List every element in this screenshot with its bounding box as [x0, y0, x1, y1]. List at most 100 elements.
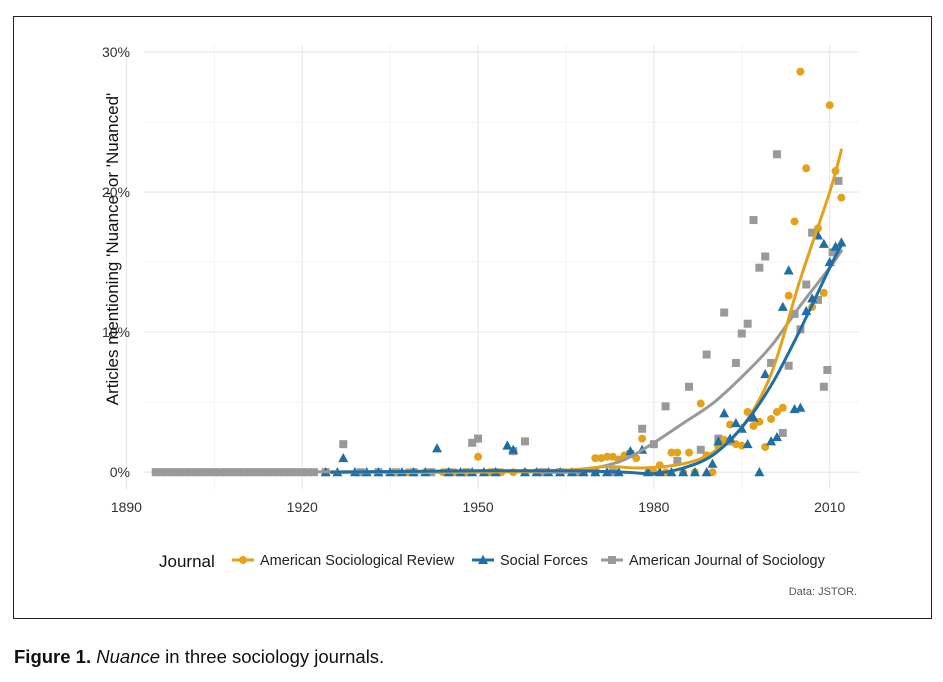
- grid: [125, 45, 859, 489]
- american-sociological-review-point: [749, 421, 758, 430]
- social-forces-point: [783, 265, 794, 275]
- y-tick-label: 0%: [110, 464, 130, 480]
- american-sociological-review-point: [825, 101, 834, 110]
- social-forces-point: [502, 440, 513, 450]
- figure-label: Figure 1.: [14, 646, 92, 667]
- american-journal-of-sociology-point: [474, 434, 483, 443]
- legend-marker: [608, 556, 616, 564]
- social-forces-point: [748, 412, 759, 422]
- legend-label: American Journal of Sociology: [629, 553, 826, 569]
- american-journal-of-sociology-point: [468, 438, 477, 447]
- x-tick-label: 1920: [287, 499, 318, 515]
- american-journal-of-sociology-point: [834, 176, 843, 185]
- y-axis-label: Articles mentioning 'Nuance' or 'Nuanced…: [103, 93, 122, 406]
- social-forces-point: [725, 433, 736, 443]
- american-journal-of-sociology-point: [743, 319, 752, 328]
- figure-caption: Figure 1. Nuance in three sociology jour…: [14, 646, 384, 668]
- x-tick-label: 1890: [111, 499, 142, 515]
- american-sociological-review-point: [778, 403, 787, 412]
- x-tick-label: 2010: [814, 499, 845, 515]
- american-journal-of-sociology-point: [823, 365, 832, 374]
- american-sociological-review-point: [767, 414, 776, 423]
- american-sociological-review-point: [796, 67, 805, 76]
- social-forces-point: [818, 238, 829, 248]
- legend-marker: [478, 554, 488, 564]
- american-sociological-review-point: [837, 193, 846, 202]
- american-sociological-review-point: [591, 454, 600, 463]
- legend-label: American Sociological Review: [260, 553, 455, 569]
- american-sociological-review-point: [667, 448, 676, 457]
- y-tick-label: 20%: [102, 184, 130, 200]
- social-forces-point: [730, 417, 741, 428]
- legend-items: American Sociological Review Social Force…: [232, 553, 826, 569]
- american-journal-of-sociology-point: [819, 382, 828, 391]
- caption-italic: Nuance: [96, 646, 161, 667]
- american-journal-of-sociology-point: [802, 280, 811, 289]
- american-sociological-review-point: [474, 452, 483, 461]
- american-sociological-review-point: [673, 448, 682, 457]
- y-axis-ticks: 0% 10% 20% 30%: [102, 44, 130, 480]
- social-forces-point: [836, 237, 847, 247]
- american-sociological-review-point: [772, 407, 781, 416]
- american-journal-of-sociology-point: [685, 382, 694, 391]
- american-journal-of-sociology-point: [749, 216, 758, 225]
- social-forces-point: [432, 443, 443, 453]
- american-sociological-review-point: [602, 452, 611, 461]
- trend-lines: [154, 148, 843, 476]
- american-journal-of-sociology-point: [784, 361, 793, 370]
- american-sociological-review-point: [685, 448, 694, 457]
- american-sociological-review-point: [638, 434, 647, 443]
- legend-label: Social Forces: [500, 553, 588, 569]
- social-forces-point: [707, 458, 718, 468]
- caption-text: in three sociology journals.: [160, 646, 385, 667]
- american-journal-of-sociology-point: [813, 295, 822, 304]
- social-forces-point: [754, 466, 765, 477]
- american-journal-of-sociology-point: [778, 428, 787, 437]
- social-forces-point: [777, 301, 788, 311]
- american-sociological-review-point: [819, 288, 828, 297]
- legend-item-american-sociological-review: American Sociological Review: [232, 553, 455, 569]
- legend-item-social-forces: Social Forces: [472, 553, 588, 569]
- social-forces-point: [719, 408, 730, 418]
- american-journal-of-sociology-point: [737, 329, 746, 338]
- american-journal-of-sociology-point: [828, 248, 837, 257]
- american-sociological-review-trend-line: [330, 148, 843, 474]
- american-journal-of-sociology-point: [661, 402, 670, 411]
- social-forces-point: [766, 436, 777, 446]
- social-forces-point: [713, 436, 724, 446]
- american-journal-of-sociology-point: [702, 350, 711, 359]
- legend-marker: [239, 556, 247, 564]
- american-sociological-review-point: [790, 217, 799, 226]
- x-tick-label: 1980: [638, 499, 669, 515]
- american-journal-of-sociology-point: [638, 424, 647, 433]
- american-journal-of-sociology-point: [731, 358, 740, 367]
- american-journal-of-sociology-point: [720, 308, 729, 317]
- american-journal-of-sociology-point: [808, 228, 817, 237]
- american-journal-of-sociology-point: [755, 263, 764, 272]
- american-journal-of-sociology-point: [339, 440, 348, 449]
- y-tick-label: 30%: [102, 44, 130, 60]
- social-forces-point: [338, 452, 349, 463]
- american-sociological-review-point: [784, 291, 793, 300]
- social-forces-point: [760, 368, 771, 379]
- american-journal-of-sociology-point: [761, 252, 770, 261]
- american-journal-of-sociology-point: [772, 150, 781, 159]
- social-forces-point: [771, 431, 782, 442]
- social-forces-trend-line: [330, 243, 843, 476]
- source-note: Data: JSTOR.: [789, 586, 857, 598]
- social-forces-point: [701, 466, 712, 477]
- american-journal-of-sociology-point: [520, 437, 529, 446]
- y-tick-label: 10%: [102, 324, 130, 340]
- american-journal-of-sociology-point: [673, 456, 682, 465]
- social-forces-point: [689, 466, 700, 477]
- social-forces-point: [508, 444, 519, 454]
- legend: Journal American Sociological Review Soci…: [159, 552, 826, 571]
- legend-title: Journal: [159, 552, 215, 571]
- social-forces-point: [795, 402, 806, 412]
- american-sociological-review-point: [802, 164, 811, 173]
- x-tick-label: 1950: [462, 499, 493, 515]
- legend-item-american-journal-of-sociology: American Journal of Sociology: [601, 553, 826, 569]
- american-journal-of-sociology-point: [767, 358, 776, 367]
- american-sociological-review-point: [696, 399, 705, 408]
- chart: 0% 10% 20% 30% 1890 1920 1950 1980 2010 Article…: [102, 44, 859, 598]
